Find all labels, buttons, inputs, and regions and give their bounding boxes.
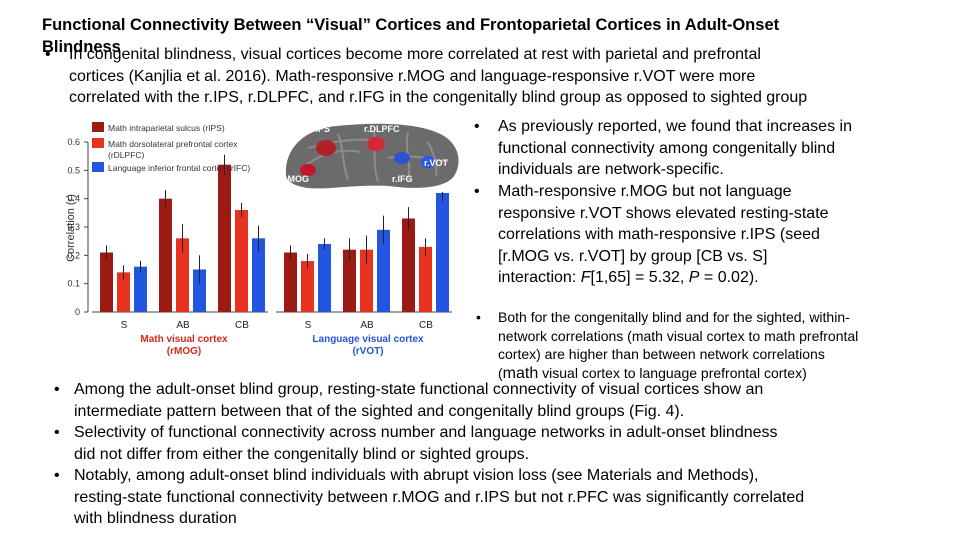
bar: [360, 249, 373, 312]
top-bullet-line: cortices (Kanjlia et al. 2016). Math-res…: [69, 67, 756, 85]
bar: [402, 218, 415, 312]
legend-swatch: [92, 162, 104, 172]
bottom-bullet-line: Among the adult-onset blind group, resti…: [74, 381, 764, 398]
legend-swatch: [92, 138, 104, 148]
right-bullet-2-line: responsive r.VOT shows elevated resting-…: [498, 204, 829, 222]
bar: [419, 246, 432, 312]
stat-prefix: interaction:: [498, 269, 581, 286]
overlap-word: math: [502, 364, 539, 382]
right-bullet-2-stat-line: interaction: F[1,65] = 5.32, P = 0.02).: [498, 267, 829, 289]
x-tick-label: S: [121, 320, 128, 331]
legend-label: Math intraparietal sulcus (rIPS): [108, 123, 225, 133]
line-rest: visual cortex to language prefrontal cor…: [538, 364, 807, 381]
y-tick-label: 0: [75, 307, 80, 317]
y-tick-label: 0.2: [67, 250, 80, 260]
y-tick-label: 0.4: [67, 194, 80, 204]
bar: [159, 198, 172, 312]
bottom-bullet-3: • Notably, among adult-onset blind indiv…: [50, 465, 940, 531]
y-tick-label: 0.3: [67, 222, 80, 232]
bar: [193, 269, 206, 312]
bar: [343, 249, 356, 312]
right-bullet-3-line: network correlations (math visual cortex…: [498, 327, 859, 344]
top-bullet-line: correlated with the r.IPS, r.DLPFC, and …: [69, 89, 808, 106]
bullet-marker: •: [474, 118, 480, 135]
panel-label: Language visual cortex: [312, 334, 424, 345]
stat-rest: [1,65] = 5.32,: [590, 269, 689, 286]
bar: [117, 272, 130, 312]
right-bullet-1-line: individuals are network-specific.: [498, 161, 724, 178]
bullet-marker: •: [54, 381, 60, 398]
bar: [436, 193, 449, 312]
bottom-bullet-1: • Among the adult-onset blind group, res…: [50, 379, 940, 422]
x-tick-label: AB: [176, 320, 190, 331]
bottom-bullets: • Among the adult-onset blind group, res…: [50, 379, 940, 531]
paren: (: [498, 364, 503, 381]
stat-p: P: [688, 269, 700, 286]
bar: [134, 266, 147, 312]
panel-label: Math visual cortex: [140, 334, 228, 345]
right-bullet-2-line: Math-responsive r.MOG but not language: [498, 183, 792, 200]
right-bullet-3-line: Both for the congenitally blind and for …: [498, 309, 850, 325]
slide-title: Functional Connectivity Between “Visual”…: [42, 14, 922, 58]
bar: [377, 229, 390, 312]
brain-label-rifg: r.IFG: [392, 174, 413, 184]
bottom-bullet-line: Notably, among adult-onset blind individ…: [74, 467, 759, 484]
right-bullet-3-line: (math visual cortex to language prefront…: [498, 364, 858, 384]
x-tick-label: S: [305, 320, 312, 331]
bullet-marker: •: [474, 183, 480, 200]
brain-surface-image: rIPS r.DLPFC r.MOG r.IFG r.VOT: [278, 118, 466, 192]
top-bullet-line: In congenital blindness, visual cortices…: [69, 46, 761, 63]
panel-sublabel: (rMOG): [167, 346, 201, 357]
bottom-bullet-line: resting-state functional connectivity be…: [74, 488, 805, 506]
brain-label-rvot: r.VOT: [424, 158, 449, 168]
brain-label-rips: rIPS: [312, 124, 330, 134]
bottom-bullet-line: Selectivity of functional connectivity a…: [74, 424, 778, 441]
legend-label: (rDLPFC): [108, 150, 145, 160]
title-line-2: Blindness: [42, 38, 121, 56]
legend-swatch: [92, 122, 104, 132]
x-tick-label: AB: [360, 320, 374, 331]
bullet-marker: •: [45, 46, 51, 63]
y-tick-label: 0.6: [67, 137, 80, 147]
bullet-marker: •: [476, 309, 481, 325]
title-line-1: Functional Connectivity Between “Visual”…: [42, 16, 780, 34]
y-tick-label: 0.5: [67, 165, 80, 175]
bar: [218, 164, 231, 312]
legend-label: Language inferior frontal cortex (rIFC): [108, 163, 250, 173]
brain-label-rmog: r.MOG: [282, 174, 309, 184]
x-tick-label: CB: [235, 320, 249, 331]
bottom-bullet-2: • Selectivity of functional connectivity…: [50, 422, 940, 465]
stat-f: F: [580, 269, 591, 286]
right-bullet-2-line: correlations with math-responsive r.IPS …: [498, 226, 820, 243]
panel-sublabel: (rVOT): [352, 346, 383, 357]
right-bullet-1-line: As previously reported, we found that in…: [498, 118, 852, 135]
bullet-marker: •: [54, 467, 60, 484]
bottom-bullet-line: did not differ from either the congenita…: [74, 445, 530, 463]
bar: [100, 252, 113, 312]
bar: [176, 238, 189, 312]
right-bullet-2-line: [r.MOG vs. r.VOT] by group [CB vs. S]: [498, 247, 768, 265]
stat-end: = 0.02).: [699, 269, 759, 286]
bar: [318, 244, 331, 312]
legend-label: Math dorsolateral prefrontal cortex: [108, 139, 238, 149]
right-bullet-3-line: cortex) are higher than between network …: [498, 346, 825, 362]
bottom-bullet-line: intermediate pattern between that of the…: [74, 402, 685, 420]
x-tick-label: CB: [419, 320, 433, 331]
right-bullet-1-line: functional connectivity among congenital…: [498, 139, 836, 157]
bar: [235, 210, 248, 312]
bullet-marker: •: [54, 424, 60, 441]
bar: [284, 252, 297, 312]
bottom-bullet-line: with blindness duration: [74, 510, 237, 527]
y-axis-label: Correlation (r): [65, 194, 77, 262]
bar: [301, 261, 314, 312]
bar: [252, 238, 265, 312]
brain-label-rdlpfc: r.DLPFC: [364, 124, 400, 134]
bar-chart-figure: Correlation (r) 0 0.1 0.2 0.3 0.4 0.5 0.6 S AB CB M…: [65, 122, 452, 357]
y-tick-label: 0.1: [67, 279, 80, 289]
